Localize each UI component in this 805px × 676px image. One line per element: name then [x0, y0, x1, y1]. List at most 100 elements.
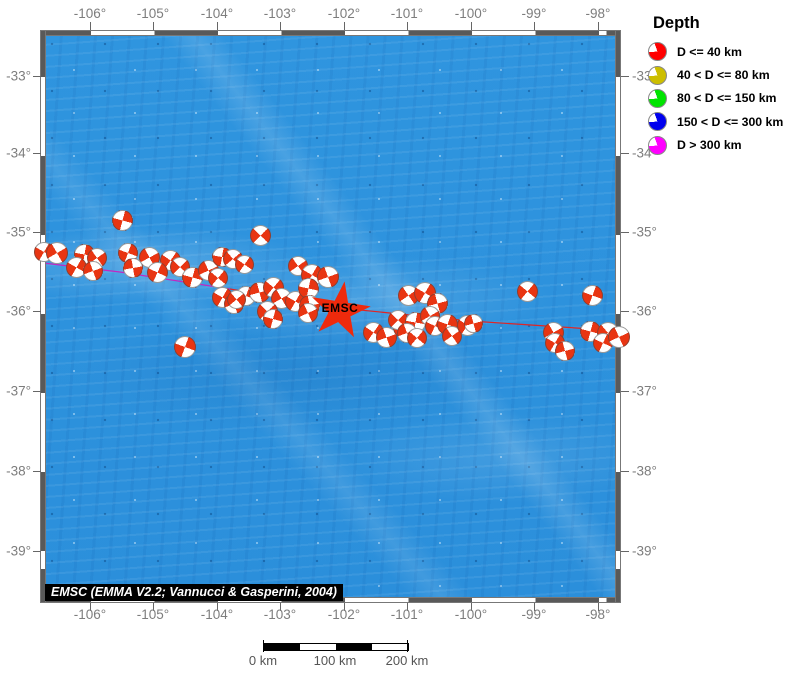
focal-mechanism-beachball — [463, 313, 483, 333]
y-axis-label-left: -37° — [6, 383, 31, 399]
focal-mechanism-beachball — [83, 261, 103, 281]
x-axis-label-bottom: -106° — [73, 607, 107, 622]
y-axis-tick — [33, 232, 41, 233]
focal-mechanism-beachball — [608, 326, 630, 348]
x-axis-label-bottom: -100° — [454, 607, 488, 622]
legend-title: Depth — [653, 14, 700, 32]
legend-item-label: 80 < D <= 150 km — [677, 91, 777, 106]
x-axis-tick — [90, 22, 91, 30]
map-scale-bar — [263, 643, 409, 651]
x-axis-tick — [217, 22, 218, 30]
focal-mechanism-beachball — [111, 209, 133, 231]
y-axis-label-left: -33° — [6, 68, 31, 84]
legend-item: D <= 40 km — [648, 40, 783, 63]
x-axis-label-bottom: -104° — [200, 607, 234, 622]
x-axis-label-bottom: -105° — [136, 607, 170, 622]
y-axis-label-left: -35° — [6, 224, 31, 240]
focal-mechanism-beachball — [46, 242, 68, 264]
y-axis-label-right: -38° — [632, 463, 657, 479]
focal-mechanism-beachball — [442, 326, 462, 346]
y-axis-tick — [33, 311, 41, 312]
y-axis-tick — [621, 311, 629, 312]
x-axis-label-top: -101° — [390, 6, 424, 21]
x-axis-tick — [598, 22, 599, 30]
x-axis-label-top: -98° — [585, 6, 611, 21]
focal-mechanism-beachball — [516, 280, 538, 302]
y-axis-label-left: -36° — [6, 303, 31, 319]
x-axis-label-top: -99° — [521, 6, 547, 21]
x-axis-label-top: -103° — [263, 6, 297, 21]
legend-item-label: D <= 40 km — [677, 44, 742, 59]
focal-mechanism-beachball — [174, 336, 196, 358]
legend-beachball-icon — [648, 65, 667, 85]
legend-beachball-icon — [648, 135, 667, 155]
x-axis-tick — [534, 22, 535, 30]
scale-bar-end-tick — [263, 640, 264, 652]
y-axis-label-right: -37° — [632, 383, 657, 399]
y-axis-label-right: -36° — [632, 303, 657, 319]
x-axis-label-top: -102° — [327, 6, 361, 21]
x-axis-label-bottom: -99° — [521, 607, 547, 622]
x-axis-label-bottom: -102° — [327, 607, 361, 622]
scale-bar-label: 0 km — [248, 653, 278, 668]
x-axis-label-top: -106° — [73, 6, 107, 21]
x-axis-tick — [471, 603, 472, 611]
x-axis-tick — [217, 603, 218, 611]
y-axis-label-left: -38° — [6, 463, 31, 479]
focal-mechanism-beachball — [555, 341, 575, 361]
focal-mechanism-beachball — [208, 268, 228, 288]
attribution-banner: EMSC (EMMA V2.2; Vannucci & Gasperini, 2… — [45, 584, 343, 601]
legend-item-label: 150 < D <= 300 km — [677, 114, 784, 129]
x-axis-label-top: -104° — [200, 6, 234, 21]
legend-item: 40 < D <= 80 km — [648, 63, 783, 86]
depth-legend: Depth D <= 40 km 40 < D <= 80 km 80 < D <=… — [648, 14, 783, 157]
y-axis-label-left: -34° — [6, 145, 31, 161]
map-frame-right — [615, 30, 621, 603]
x-axis-label-top: -100° — [454, 6, 488, 21]
focal-mechanism-beachball — [234, 254, 254, 274]
x-axis-label-bottom: -101° — [390, 607, 424, 622]
y-axis-label-right: -39° — [632, 543, 657, 559]
y-axis-tick — [621, 391, 629, 392]
focal-mechanism-beachball — [249, 224, 271, 246]
focal-mechanism-beachball — [123, 258, 143, 278]
y-axis-label-left: -39° — [6, 543, 31, 559]
y-axis-tick — [33, 153, 41, 154]
y-axis-tick — [621, 232, 629, 233]
x-axis-tick — [280, 603, 281, 611]
scale-bar-label: 200 km — [385, 653, 429, 668]
x-axis-label-top: -105° — [136, 6, 170, 21]
y-axis-tick — [621, 471, 629, 472]
y-axis-tick — [621, 76, 629, 77]
x-axis-tick — [90, 603, 91, 611]
x-axis-tick — [598, 603, 599, 611]
y-axis-tick — [33, 391, 41, 392]
legend-item: D > 300 km — [648, 134, 783, 157]
y-axis-tick — [33, 76, 41, 77]
focal-mechanism-beachball — [263, 309, 283, 329]
focal-mechanism-beachball — [226, 289, 246, 309]
map-frame-left — [40, 30, 46, 603]
scale-bar-end-tick — [407, 640, 408, 652]
epicenter-star-label: EMSC — [321, 301, 359, 315]
x-axis-tick — [280, 22, 281, 30]
legend-items: D <= 40 km 40 < D <= 80 km 80 < D <= 150 k… — [648, 40, 783, 157]
legend-item: 150 < D <= 300 km — [648, 110, 783, 133]
focal-mechanism-beachball — [298, 303, 318, 323]
legend-beachball-icon — [648, 42, 667, 62]
focal-mechanism-beachball — [146, 261, 168, 283]
x-axis-tick — [344, 22, 345, 30]
x-axis-tick — [534, 603, 535, 611]
y-axis-tick — [33, 551, 41, 552]
legend-item-label: D > 300 km — [677, 138, 742, 153]
x-axis-label-bottom: -98° — [585, 607, 611, 622]
y-axis-tick — [621, 551, 629, 552]
focal-mechanism-beachball — [375, 326, 397, 348]
x-axis-tick — [153, 603, 154, 611]
y-axis-tick — [33, 471, 41, 472]
x-axis-tick — [407, 603, 408, 611]
x-axis-label-bottom: -103° — [263, 607, 297, 622]
scale-bar-label: 100 km — [313, 653, 357, 668]
focal-mechanism-beachball — [581, 284, 603, 306]
